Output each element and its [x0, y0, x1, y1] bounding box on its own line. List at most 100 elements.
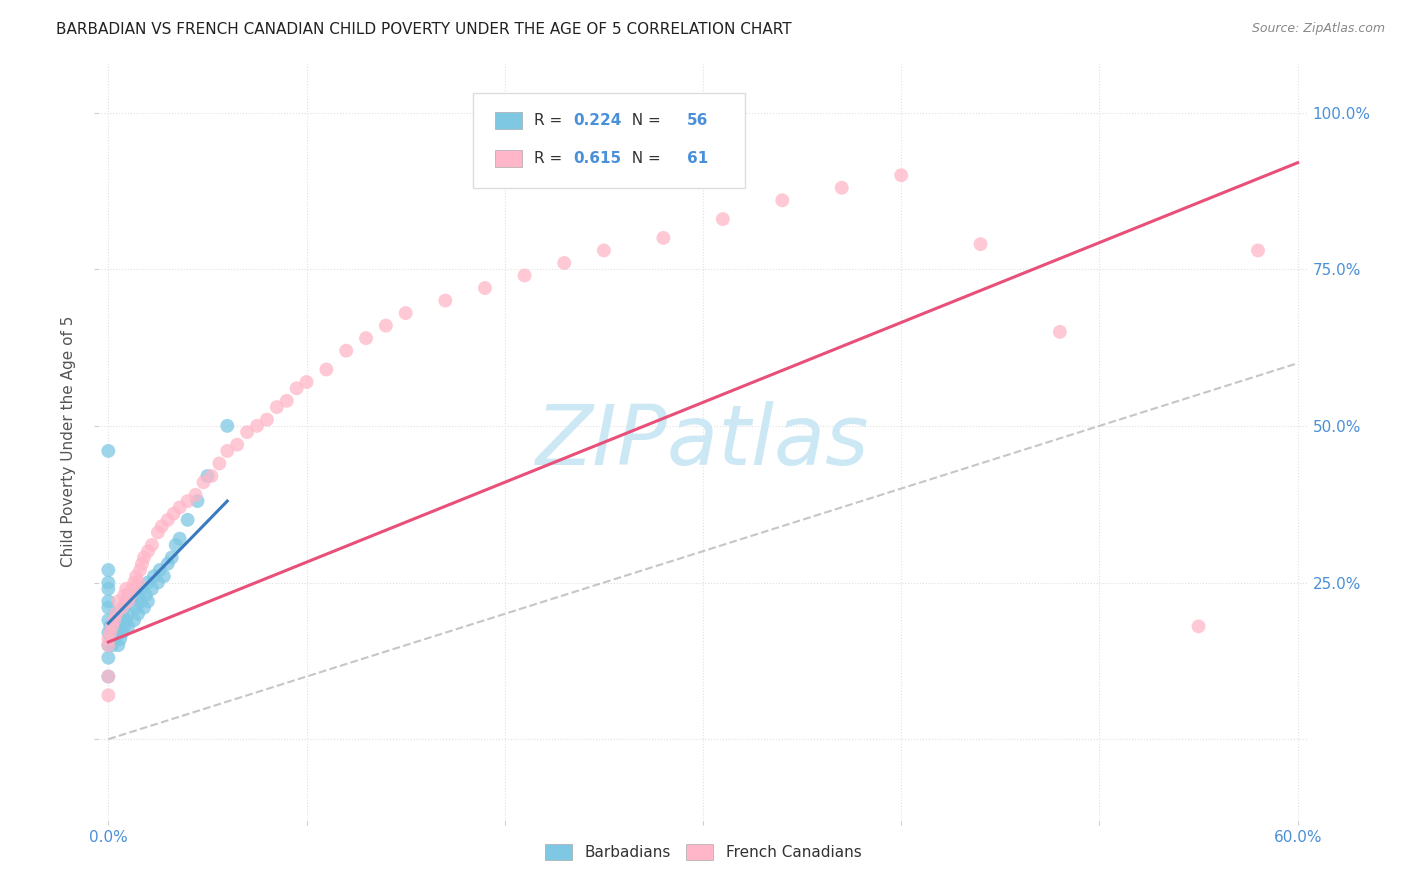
Y-axis label: Child Poverty Under the Age of 5: Child Poverty Under the Age of 5	[60, 316, 76, 567]
Point	[129, 563, 152, 577]
Point	[236, 425, 259, 439]
Point	[890, 168, 912, 182]
Point	[97, 613, 120, 627]
Point	[112, 588, 135, 602]
Point	[246, 418, 269, 433]
Point	[226, 438, 249, 452]
Text: ZIPatlas: ZIPatlas	[536, 401, 870, 482]
Point	[184, 488, 207, 502]
Point	[103, 613, 125, 627]
Point	[354, 331, 377, 345]
Legend: Barbadians, French Canadians: Barbadians, French Canadians	[538, 838, 868, 866]
Point	[97, 444, 120, 458]
Point	[97, 638, 120, 652]
Point	[97, 669, 120, 683]
Point	[111, 607, 134, 621]
Point	[295, 375, 318, 389]
Point	[285, 381, 308, 395]
Point	[474, 281, 496, 295]
Point	[169, 500, 191, 515]
Point	[208, 457, 231, 471]
Point	[103, 632, 125, 646]
Text: 0.615: 0.615	[574, 152, 621, 166]
Point	[121, 582, 143, 596]
Point	[434, 293, 457, 308]
Point	[110, 613, 132, 627]
Point	[97, 650, 120, 665]
Point	[97, 669, 120, 683]
Point	[163, 507, 186, 521]
FancyBboxPatch shape	[495, 112, 522, 129]
Point	[176, 494, 198, 508]
Point	[105, 607, 128, 621]
Point	[97, 600, 120, 615]
Text: R =: R =	[534, 113, 567, 128]
Point	[97, 575, 120, 590]
Point	[315, 362, 337, 376]
Point	[98, 632, 121, 646]
Point	[112, 600, 135, 615]
Point	[132, 550, 155, 565]
Point	[193, 475, 215, 490]
Point	[276, 393, 298, 408]
Point	[135, 588, 157, 602]
Point	[335, 343, 357, 358]
Point	[132, 600, 155, 615]
Point	[97, 563, 120, 577]
Point	[101, 638, 124, 652]
Point	[1049, 325, 1071, 339]
Point	[395, 306, 418, 320]
Point	[160, 550, 183, 565]
Point	[149, 563, 172, 577]
Point	[117, 607, 139, 621]
Point	[111, 600, 134, 615]
Point	[105, 625, 128, 640]
Text: BARBADIAN VS FRENCH CANADIAN CHILD POVERTY UNDER THE AGE OF 5 CORRELATION CHART: BARBADIAN VS FRENCH CANADIAN CHILD POVER…	[56, 22, 792, 37]
FancyBboxPatch shape	[474, 93, 745, 187]
Point	[122, 575, 145, 590]
Point	[117, 588, 139, 602]
Point	[652, 231, 675, 245]
Point	[98, 619, 121, 633]
Point	[111, 625, 134, 640]
Point	[266, 400, 288, 414]
Point	[136, 544, 159, 558]
Point	[156, 557, 179, 571]
Text: 0.224: 0.224	[574, 113, 621, 128]
Point	[831, 180, 853, 194]
Point	[107, 638, 129, 652]
Point	[136, 594, 159, 608]
Point	[110, 632, 132, 646]
Point	[120, 588, 142, 602]
Point	[101, 625, 124, 640]
Point	[103, 613, 125, 627]
Point	[165, 538, 187, 552]
Point	[553, 256, 575, 270]
Point	[217, 444, 239, 458]
Point	[121, 594, 143, 608]
Point	[513, 268, 536, 283]
Point	[186, 494, 208, 508]
Point	[117, 594, 139, 608]
Point	[131, 582, 153, 596]
Text: 61: 61	[688, 152, 709, 166]
Point	[127, 588, 149, 602]
Point	[711, 212, 734, 227]
Point	[115, 594, 138, 608]
Point	[107, 619, 129, 633]
Point	[125, 569, 148, 583]
Point	[117, 619, 139, 633]
Point	[97, 594, 120, 608]
Point	[115, 582, 138, 596]
Point	[141, 582, 163, 596]
Text: R =: R =	[534, 152, 567, 166]
Point	[105, 607, 128, 621]
Point	[107, 594, 129, 608]
Point	[98, 625, 121, 640]
Point	[142, 569, 165, 583]
Point	[153, 569, 176, 583]
Point	[1187, 619, 1209, 633]
Point	[169, 532, 191, 546]
Point	[146, 525, 169, 540]
Point	[125, 600, 148, 615]
